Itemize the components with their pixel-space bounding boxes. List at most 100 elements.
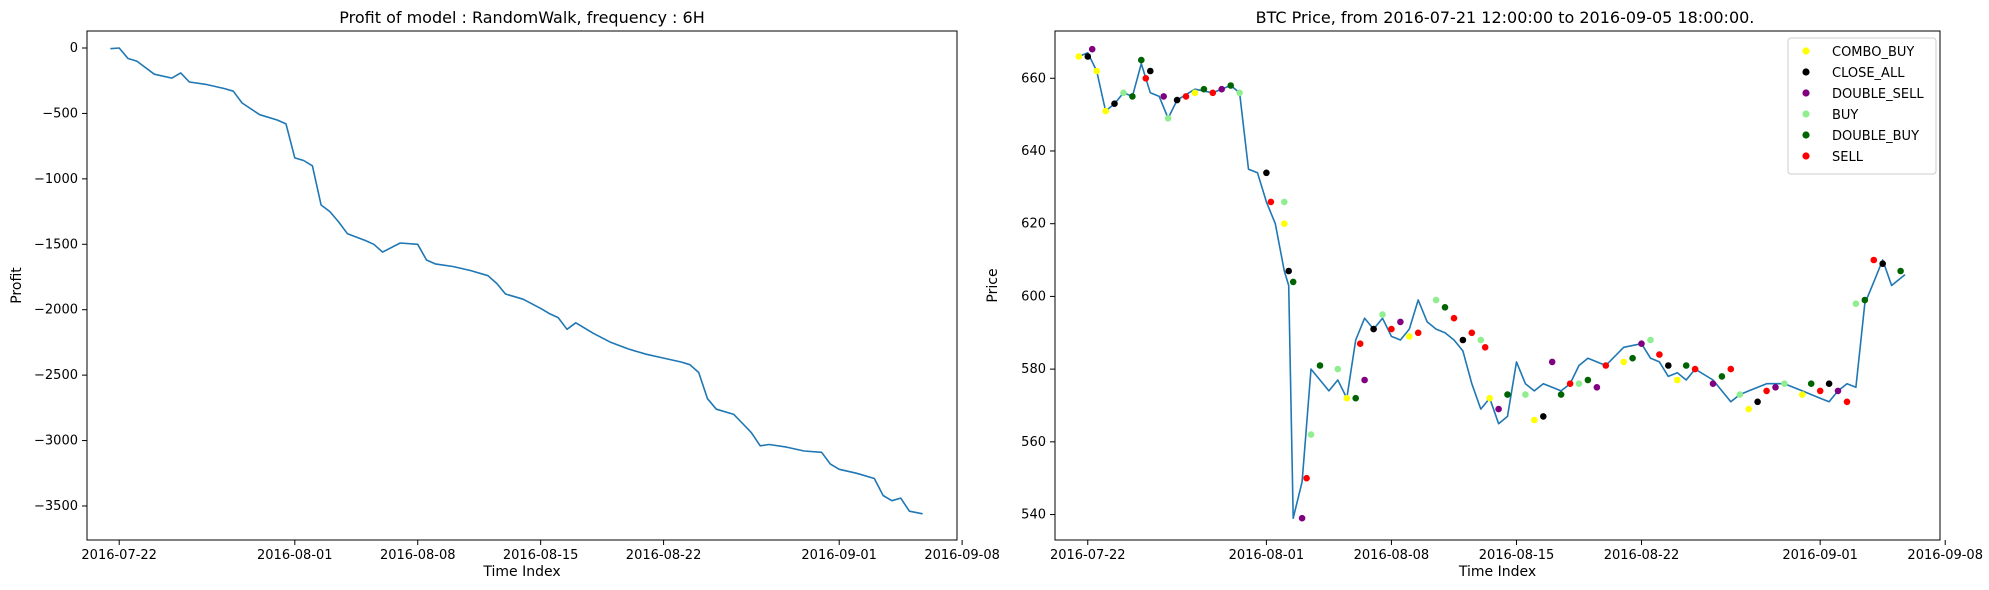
signal-point-combo-buy	[1343, 394, 1351, 402]
signal-point-double-sell	[1638, 340, 1645, 348]
signal-point-sell	[1843, 398, 1851, 406]
signal-point-buy	[1164, 115, 1172, 122]
signal-point-double-sell	[1218, 85, 1225, 93]
signal-point-double-buy	[1504, 391, 1511, 398]
legend-label: COMBO_BUY	[1832, 45, 1914, 60]
signal-point-close-all	[1459, 336, 1467, 344]
signal-point-combo-buy	[1093, 67, 1100, 75]
legend-marker	[1802, 47, 1810, 55]
y-tick-label: −1000	[34, 172, 78, 187]
signal-point-close-all	[1084, 53, 1092, 60]
x-tick-label: 2016-08-22	[626, 548, 702, 563]
signal-point-double-sell	[1709, 380, 1717, 388]
signal-point-double-buy	[1861, 296, 1869, 304]
signal-point-combo-buy	[1102, 107, 1109, 115]
legend-marker	[1802, 152, 1810, 160]
signal-point-sell	[1388, 325, 1395, 333]
y-tick-label: −1500	[34, 237, 78, 252]
signal-point-double-sell	[1361, 376, 1368, 384]
signal-point-combo-buy	[1406, 333, 1413, 340]
chart-title: Profit of model : RandomWalk, frequency …	[339, 8, 704, 27]
x-tick-label: 2016-08-08	[380, 548, 456, 563]
legend-box	[1787, 37, 1937, 175]
chart-title: BTC Price, from 2016-07-21 12:00:00 to 2…	[1256, 8, 1755, 27]
signal-point-buy	[1781, 380, 1788, 388]
signal-point-double-buy	[1682, 362, 1690, 369]
signal-point-double-sell	[1834, 387, 1842, 395]
y-tick-label: 0	[70, 41, 78, 56]
x-tick-label: 2016-08-01	[257, 548, 333, 563]
signal-point-double-sell	[1298, 514, 1306, 522]
series-line	[110, 47, 923, 515]
signal-point-close-all	[1665, 362, 1672, 369]
signal-point-double-buy	[1584, 376, 1592, 384]
signal-point-double-buy	[1629, 354, 1636, 362]
signal-point-buy	[1852, 300, 1860, 308]
signal-point-close-all	[1540, 413, 1547, 420]
signal-point-sell	[1414, 329, 1422, 337]
x-tick-label: 2016-09-01	[801, 548, 877, 563]
signal-point-buy	[1120, 89, 1127, 97]
signal-point-combo-buy	[1799, 391, 1806, 398]
signal-point-sell	[1142, 75, 1150, 82]
legend-label: CLOSE_ALL	[1832, 66, 1905, 81]
y-tick-label: 660	[1021, 71, 1046, 86]
signal-point-double-sell	[1397, 318, 1404, 326]
signal-point-buy	[1307, 431, 1315, 438]
signal-point-sell	[1763, 387, 1770, 395]
signal-point-buy	[1379, 311, 1386, 318]
signal-point-double-buy	[1227, 82, 1234, 89]
signal-point-sell	[1303, 474, 1310, 482]
x-tick-label: 2016-08-08	[1354, 548, 1430, 563]
signal-point-double-buy	[1557, 391, 1565, 398]
legend-marker	[1802, 68, 1810, 76]
signal-point-sell	[1450, 314, 1458, 322]
signal-point-double-buy	[1316, 362, 1324, 369]
signal-point-combo-buy	[1191, 89, 1199, 97]
signal-point-double-buy	[1129, 93, 1136, 100]
profit-chart: Profit of model : RandomWalk, frequency …	[9, 8, 1000, 580]
legend-marker	[1802, 110, 1810, 118]
signal-point-buy	[1334, 365, 1342, 373]
signal-point-combo-buy	[1531, 416, 1538, 424]
y-tick-label: 580	[1021, 362, 1046, 377]
signal-point-combo-buy	[1281, 220, 1288, 227]
x-tick-label: 2016-08-22	[1604, 548, 1680, 563]
signal-point-sell	[1870, 256, 1878, 264]
y-tick-label: 620	[1021, 217, 1046, 232]
y-tick-label: 540	[1021, 508, 1046, 523]
signal-point-close-all	[1147, 67, 1154, 75]
legend-label: SELL	[1832, 150, 1864, 165]
legend-marker	[1802, 131, 1810, 139]
signal-point-double-buy	[1718, 373, 1726, 380]
signal-point-sell	[1182, 93, 1190, 100]
signal-point-combo-buy	[1486, 394, 1493, 402]
x-tick-label: 2016-08-15	[1479, 548, 1555, 563]
signal-point-double-sell	[1088, 45, 1096, 53]
signal-point-double-buy	[1138, 56, 1145, 64]
signal-point-buy	[1575, 380, 1583, 388]
x-tick-label: 2016-09-01	[1782, 548, 1858, 563]
signal-point-sell	[1816, 387, 1824, 395]
signal-point-close-all	[1263, 169, 1270, 177]
y-tick-label: −3500	[34, 499, 78, 514]
legend-label: DOUBLE_BUY	[1832, 129, 1919, 144]
signal-point-double-buy	[1807, 380, 1815, 388]
x-axis-label: Time Index	[482, 564, 560, 580]
y-tick-label: −2000	[34, 303, 78, 318]
signal-point-close-all	[1285, 267, 1292, 275]
signal-point-sell	[1356, 340, 1364, 348]
signal-point-buy	[1647, 336, 1654, 344]
y-axis-label: Profit	[9, 267, 25, 304]
signal-point-sell	[1209, 89, 1217, 97]
legend-label: DOUBLE_SELL	[1832, 87, 1924, 102]
signal-point-buy	[1522, 391, 1529, 398]
signal-point-double-sell	[1548, 358, 1556, 366]
signal-point-close-all	[1370, 325, 1377, 333]
signal-point-sell	[1656, 351, 1663, 358]
signal-point-close-all	[1111, 100, 1118, 107]
signal-point-buy	[1736, 391, 1744, 398]
signal-point-sell	[1602, 362, 1610, 369]
y-tick-label: −500	[42, 106, 78, 121]
signal-point-combo-buy	[1745, 405, 1752, 413]
